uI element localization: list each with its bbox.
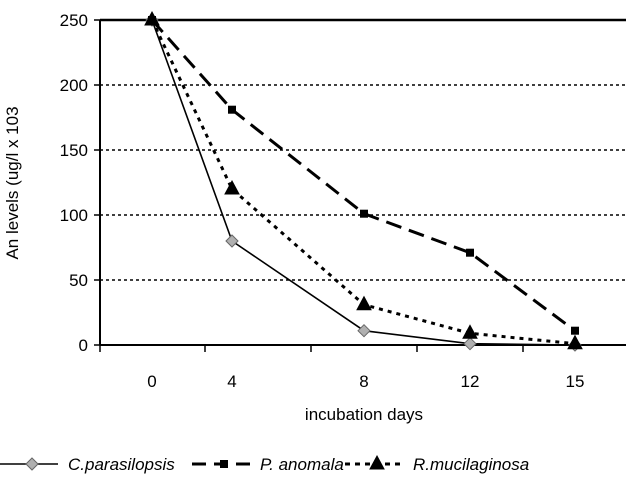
data-point — [466, 248, 474, 257]
legend-item: P. anomala — [192, 455, 344, 474]
y-axis-title: An levels (ug/l x 103 — [3, 106, 22, 259]
data-point — [228, 105, 236, 114]
data-point — [462, 324, 478, 339]
gridlines — [100, 84, 626, 281]
legend-label: C.parasilopsis — [68, 455, 175, 474]
y-tick-label: 200 — [60, 76, 88, 95]
data-point — [148, 16, 156, 24]
data-point — [356, 295, 372, 311]
data-point — [225, 234, 239, 248]
series-line — [151, 19, 576, 346]
data-point — [357, 323, 371, 338]
data-point — [463, 336, 477, 351]
plot-frame — [99, 18, 626, 346]
x-tick-label: 15 — [566, 372, 585, 391]
legend-label: R.mucilaginosa — [413, 455, 529, 474]
y-tick-label: 250 — [60, 11, 88, 30]
series-line — [150, 19, 576, 332]
legend-marker — [25, 457, 39, 471]
x-axis-title: incubation days — [305, 405, 423, 424]
x-tick-label: 8 — [359, 372, 368, 391]
legend-label: P. anomala — [260, 455, 344, 474]
series-group — [144, 10, 583, 352]
data-point — [224, 179, 240, 195]
x-axis-ticks: 0 4 8 12 15 — [99, 345, 585, 391]
y-tick-label: 100 — [60, 206, 88, 225]
legend-marker — [220, 460, 228, 468]
legend-item: C.parasilopsis — [0, 455, 175, 474]
legend-item: R.mucilaginosa — [345, 454, 529, 474]
x-tick-label: 4 — [227, 372, 236, 391]
legend-marker — [369, 454, 385, 470]
data-point — [571, 326, 579, 335]
y-axis-ticks: 0 50 100 150 200 250 — [60, 11, 100, 355]
series-p-anomala — [148, 16, 579, 335]
data-point — [360, 209, 368, 218]
y-tick-label: 150 — [60, 141, 88, 160]
x-tick-label: 0 — [147, 372, 156, 391]
data-point — [567, 334, 583, 350]
y-tick-label: 0 — [79, 336, 88, 355]
series-line — [150, 19, 576, 346]
x-tick-label: 12 — [461, 372, 480, 391]
y-tick-label: 50 — [69, 271, 88, 290]
legend: C.parasilopsis P. anomala R.mucilaginosa — [0, 454, 529, 474]
